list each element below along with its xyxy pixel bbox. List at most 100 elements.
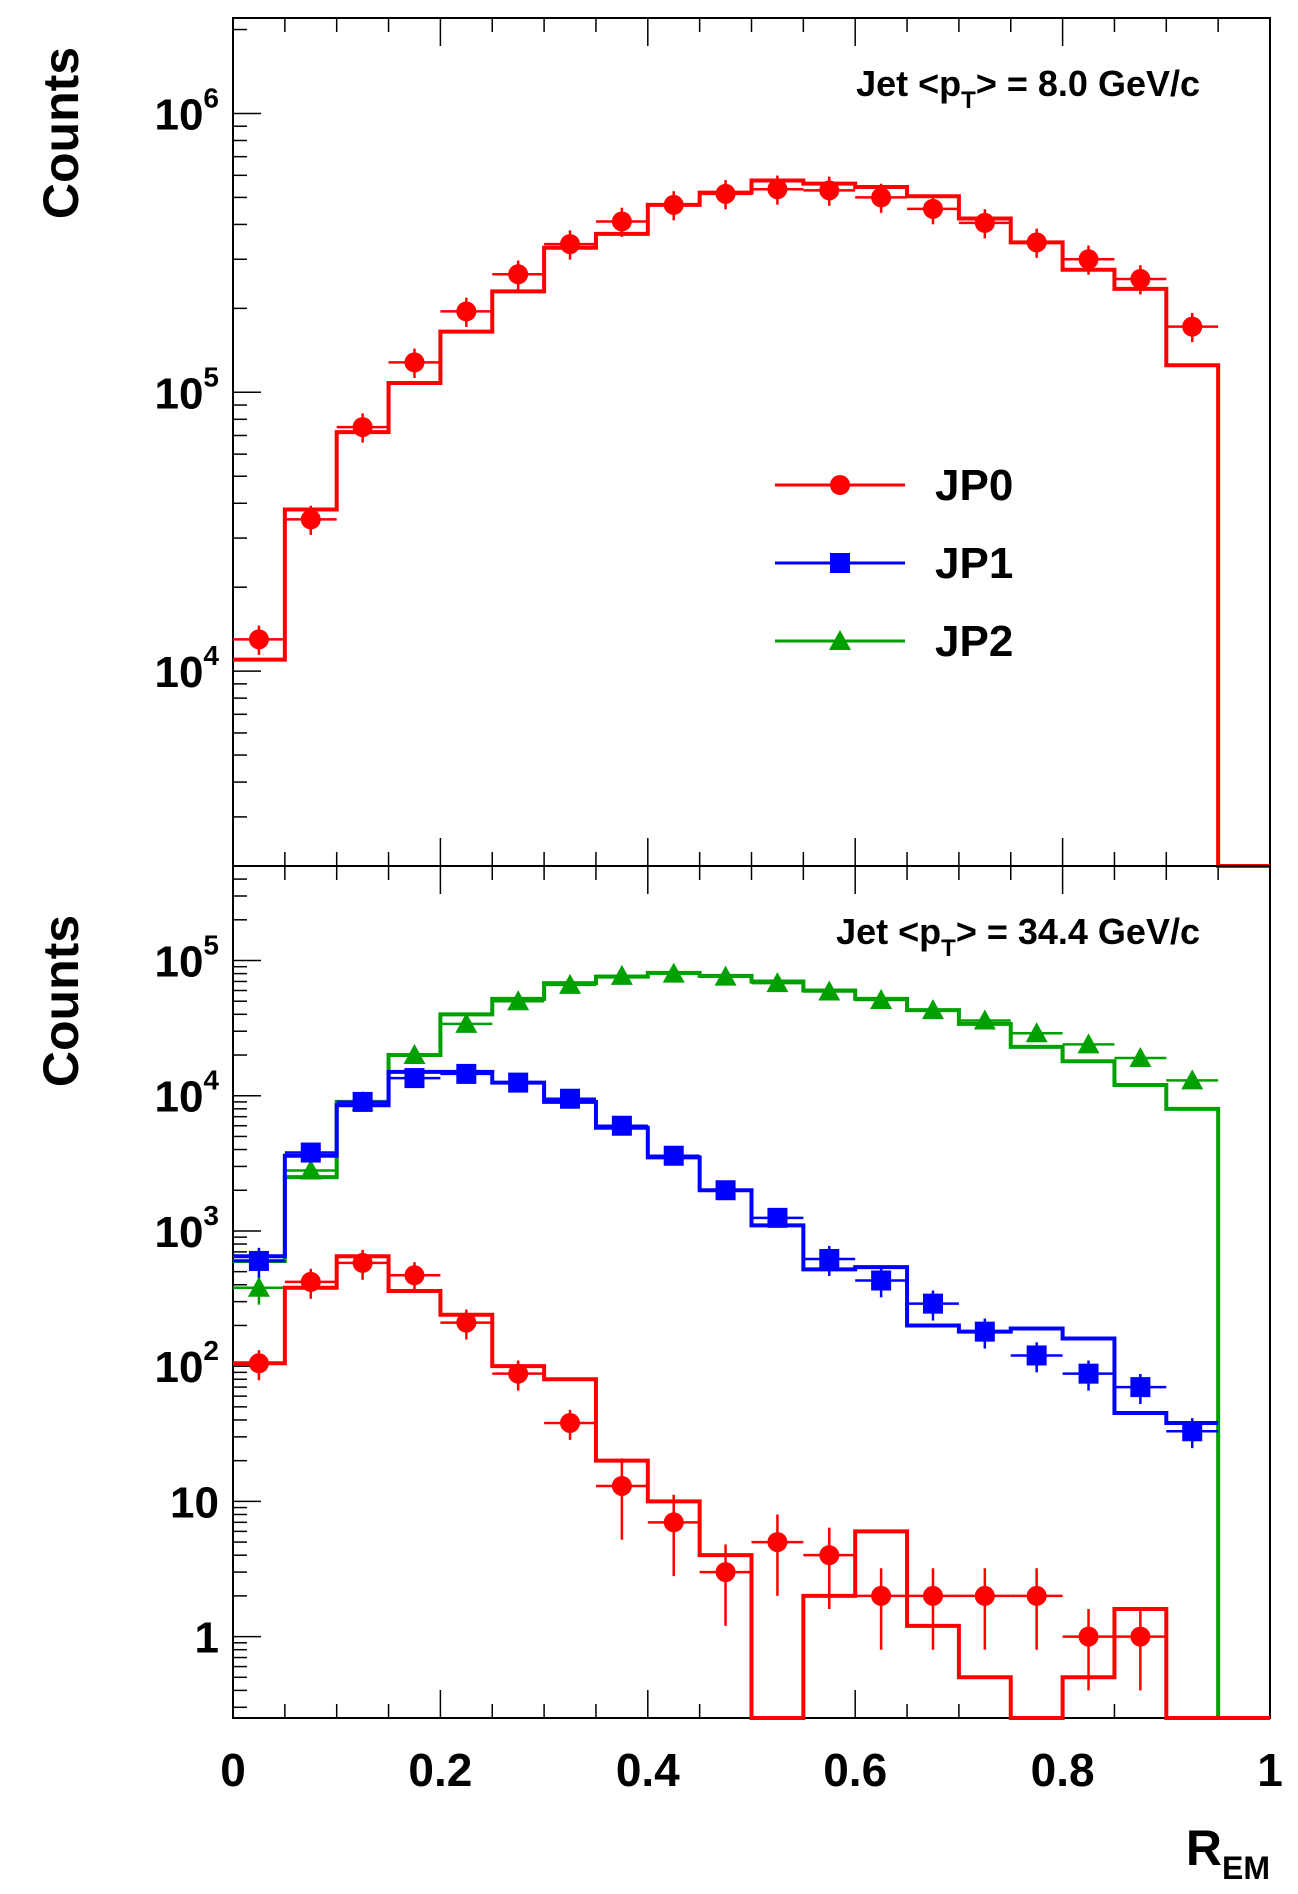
data-point-triangle [662,962,685,983]
series-jp0 [233,1249,1270,1720]
y-tick-label: 105 [154,930,219,987]
legend-marker-circle [830,475,850,495]
data-point-square [352,1091,373,1112]
series-jp1 [233,1063,1219,1449]
x-tick-label: 1 [1257,1744,1283,1796]
data-point-square [300,1142,321,1163]
data-point-triangle [507,990,530,1011]
series-jp0 [233,175,1270,868]
data-point-circle [1026,1585,1047,1606]
data-point-circle [819,180,840,201]
histogram-step-line [233,178,1270,868]
data-point-circle [300,509,321,530]
x-axis-label-subscript: EM [1222,1850,1270,1886]
data-point-triangle [559,973,582,994]
y-tick-exponent: 2 [203,1335,219,1366]
data-point-triangle [1025,1022,1048,1043]
plot-frame [232,17,1271,867]
data-point-triangle [1181,1069,1204,1090]
data-point-square [1182,1421,1203,1442]
data-point-circle [767,179,788,200]
x-tick-label: 0.2 [408,1744,472,1796]
data-point-triangle [1129,1047,1152,1068]
data-point-square [767,1207,788,1228]
data-point-circle [611,1475,632,1496]
data-point-circle [300,1271,321,1292]
y-tick-exponent: 5 [203,930,219,961]
data-point-circle [1078,1626,1099,1647]
data-point-square [248,1250,269,1271]
data-point-circle [611,211,632,232]
data-point-square [560,1088,581,1109]
y-tick-exponent: 6 [203,82,219,113]
data-point-square [663,1145,684,1166]
annotation-text: > = 34.4 GeV/c [956,911,1200,952]
data-point-square [1026,1345,1047,1366]
y-tick-base: 10 [154,369,203,418]
legend-label: JP0 [935,461,1013,510]
y-tick-label: 102 [154,1335,219,1392]
y-axis-label: Counts [33,47,89,219]
data-point-circle [508,264,529,285]
data-point-circle [974,1585,995,1606]
y-tick-label: 1 [195,1614,219,1663]
data-point-triangle [714,965,737,986]
data-point-circle [456,301,477,322]
x-tick-label: 0.8 [1031,1744,1095,1796]
data-point-circle [871,187,892,208]
y-tick-base: 10 [154,938,203,987]
legend-label: JP2 [935,617,1013,666]
data-point-square [404,1068,425,1089]
data-point-square [456,1063,477,1084]
data-point-circle [922,1585,943,1606]
data-point-circle [1130,268,1151,289]
data-point-triangle [1077,1033,1100,1054]
data-point-triangle [610,964,633,985]
data-point-circle [352,417,373,438]
data-point-triangle [299,1159,322,1180]
x-tick-label: 0.4 [616,1744,680,1796]
data-point-triangle [818,980,841,1001]
data-point-triangle [455,1012,478,1033]
data-point-circle [352,1252,373,1273]
y-tick-base: 1 [195,1614,219,1663]
data-point-circle [1182,316,1203,337]
annotation-subscript: T [961,87,976,114]
data-point-square [715,1180,736,1201]
y-tick-label: 103 [154,1200,219,1257]
y-tick-base: 10 [154,1208,203,1257]
data-point-triangle [921,999,944,1020]
data-point-circle [560,1412,581,1433]
data-point-circle [248,1353,269,1374]
panel-annotation: Jet <pT> = 8.0 GeV/c [856,63,1200,114]
data-point-circle [819,1545,840,1566]
y-tick-label: 104 [154,640,219,697]
data-point-circle [767,1532,788,1553]
annotation-text: Jet <p [856,63,961,104]
x-axis-label: REM [1186,1820,1270,1886]
data-point-circle [508,1363,529,1384]
data-point-triangle [403,1044,426,1065]
y-tick-exponent: 4 [203,640,219,671]
data-point-circle [560,234,581,255]
data-point-circle [456,1312,477,1333]
data-point-square [1078,1363,1099,1384]
data-point-circle [248,629,269,650]
data-point-circle [715,183,736,204]
data-point-square [508,1072,529,1093]
data-point-triangle [870,989,893,1010]
y-tick-base: 10 [154,648,203,697]
legend-marker-triangle [829,630,851,650]
y-tick-exponent: 5 [203,361,219,392]
data-point-circle [1026,232,1047,253]
data-point-circle [404,1265,425,1286]
y-tick-exponent: 3 [203,1200,219,1231]
histogram-step-line [233,1069,1219,1425]
data-point-circle [974,212,995,233]
data-point-circle [404,352,425,373]
data-point-square [1130,1377,1151,1398]
